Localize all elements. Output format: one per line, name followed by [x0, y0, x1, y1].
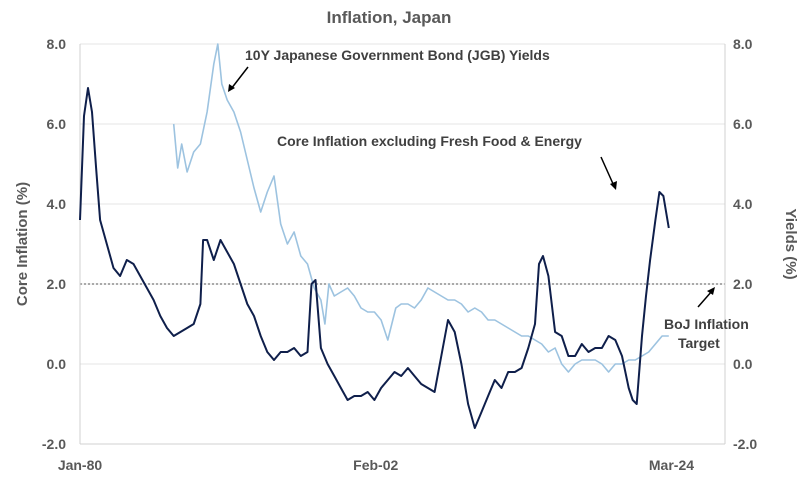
core-annotation-arrowhead [610, 181, 617, 190]
boj-annotation-arrowhead [707, 287, 715, 295]
jgb-annotation: 10Y Japanese Government Bond (JGB) Yield… [245, 47, 550, 63]
chart-title: Inflation, Japan [327, 8, 452, 27]
left-y-tick-labels: -2.0 0.0 2.0 4.0 6.0 8.0 [42, 36, 66, 452]
series-layer [79, 43, 670, 429]
x-tick-labels: Jan-80 Feb-02 Mar-24 [58, 457, 694, 473]
left-y-tick-label: 2.0 [47, 276, 67, 292]
boj-annotation-arrow-line [697, 290, 713, 308]
right-y-tick-label: 8.0 [733, 36, 753, 52]
left-y-tick-label: 8.0 [47, 36, 67, 52]
x-tick-label: Jan-80 [58, 457, 103, 473]
left-y-axis-label: Core Inflation (%) [14, 182, 31, 306]
right-y-tick-labels: -2.0 0.0 2.0 4.0 6.0 8.0 [733, 36, 757, 452]
boj-annotation-line2: Target [678, 335, 720, 351]
left-y-tick-label: 0.0 [47, 356, 67, 372]
right-y-tick-label: -2.0 [733, 436, 757, 452]
jgb-annotation-arrow-line [230, 66, 249, 90]
x-tick-label: Mar-24 [649, 457, 694, 473]
right-y-tick-label: 0.0 [733, 356, 753, 372]
right-y-axis-label: Yields (%) [782, 208, 799, 279]
core-inflation-line [79, 87, 670, 429]
x-tick-label: Feb-02 [353, 457, 398, 473]
right-y-tick-label: 4.0 [733, 196, 753, 212]
left-y-tick-label: 4.0 [47, 196, 67, 212]
annotations: 10Y Japanese Government Bond (JGB) Yield… [228, 47, 749, 351]
boj-annotation-line1: BoJ Inflation [664, 316, 749, 332]
left-y-tick-label: -2.0 [42, 436, 66, 452]
jgb-yield-line [172, 43, 669, 373]
core-annotation: Core Inflation excluding Fresh Food & En… [277, 133, 582, 149]
right-y-tick-label: 2.0 [733, 276, 753, 292]
jgb-annotation-arrowhead [228, 84, 235, 92]
left-y-tick-label: 6.0 [47, 116, 67, 132]
core-annotation-arrow-line [600, 156, 615, 187]
right-y-tick-label: 6.0 [733, 116, 753, 132]
